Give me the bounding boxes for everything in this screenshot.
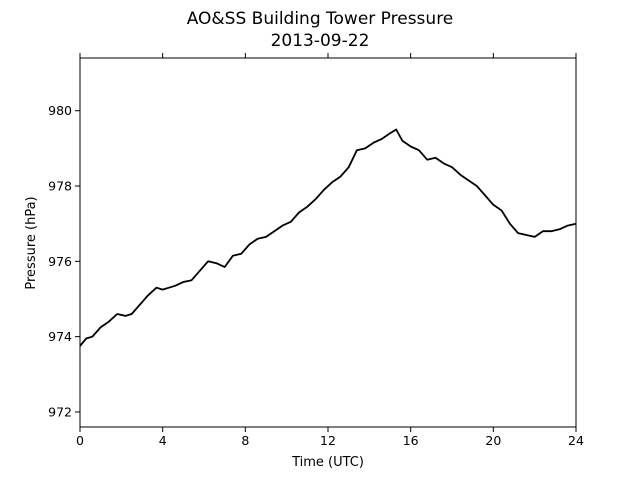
- x-tick-label: 12: [320, 433, 336, 448]
- series-line: [79, 128, 577, 347]
- y-tick-label: 978: [48, 179, 72, 194]
- x-axis-label: Time (UTC): [291, 455, 364, 470]
- x-axis: 0 4 8 12 16 20 24: [76, 53, 584, 448]
- x-tick-label: 16: [403, 433, 419, 448]
- chart-subtitle: 2013-09-22: [271, 31, 370, 51]
- x-tick-label: 20: [485, 433, 501, 448]
- plot-frame: [79, 57, 577, 428]
- x-tick-label: 4: [159, 433, 167, 448]
- y-tick-label: 976: [48, 254, 72, 269]
- y-tick-label: 980: [48, 103, 72, 118]
- chart-title: AO&SS Building Tower Pressure: [187, 9, 454, 29]
- y-tick-label: 974: [48, 329, 72, 344]
- y-axis-label: Pressure (hPa): [24, 196, 39, 289]
- x-tick-label: 8: [241, 433, 249, 448]
- x-tick-label: 24: [568, 433, 584, 448]
- x-tick-label: 0: [76, 433, 84, 448]
- y-axis: 972 974 976 978 980: [48, 103, 80, 419]
- y-tick-label: 972: [48, 404, 72, 419]
